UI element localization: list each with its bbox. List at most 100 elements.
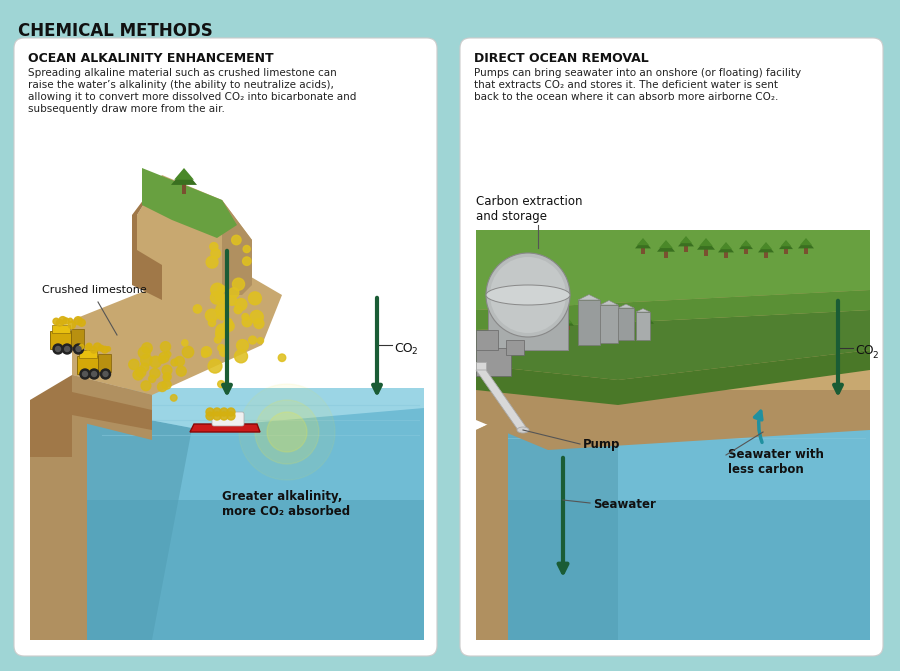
Text: Seawater: Seawater [593, 498, 656, 511]
Circle shape [106, 347, 111, 351]
Polygon shape [637, 238, 649, 245]
Circle shape [63, 318, 69, 324]
Circle shape [92, 372, 96, 376]
Polygon shape [583, 320, 593, 326]
Circle shape [182, 340, 188, 346]
Polygon shape [720, 242, 732, 249]
Circle shape [218, 380, 225, 388]
Polygon shape [476, 390, 870, 450]
Circle shape [158, 382, 167, 392]
Circle shape [159, 352, 169, 362]
Circle shape [248, 336, 256, 344]
Polygon shape [541, 315, 555, 324]
Polygon shape [784, 248, 788, 254]
Circle shape [162, 380, 171, 389]
Circle shape [208, 359, 222, 373]
Polygon shape [764, 252, 768, 258]
Polygon shape [798, 239, 814, 248]
Polygon shape [578, 295, 600, 300]
Circle shape [239, 384, 335, 480]
Circle shape [278, 354, 285, 362]
Polygon shape [636, 312, 650, 340]
Circle shape [216, 329, 226, 339]
Text: Crushed limestone: Crushed limestone [42, 285, 147, 295]
Polygon shape [744, 248, 748, 254]
Polygon shape [87, 500, 424, 640]
Circle shape [83, 372, 87, 376]
Circle shape [205, 309, 218, 321]
Polygon shape [780, 240, 791, 246]
Circle shape [218, 344, 225, 352]
Text: back to the ocean where it can absorb more airborne CO₂.: back to the ocean where it can absorb mo… [474, 92, 778, 102]
Circle shape [141, 381, 151, 391]
Circle shape [53, 344, 63, 354]
Circle shape [220, 294, 230, 303]
Circle shape [237, 340, 248, 352]
Text: CO: CO [394, 342, 412, 354]
Polygon shape [684, 246, 688, 252]
Circle shape [175, 356, 184, 366]
Circle shape [213, 412, 221, 420]
Circle shape [220, 408, 228, 416]
Text: that extracts CO₂ and stores it. The deficient water is sent: that extracts CO₂ and stores it. The def… [474, 80, 778, 90]
Polygon shape [779, 241, 793, 249]
Circle shape [214, 336, 221, 343]
Circle shape [255, 400, 319, 464]
Polygon shape [72, 375, 152, 410]
Polygon shape [476, 350, 870, 405]
Circle shape [94, 343, 102, 351]
Circle shape [176, 366, 186, 376]
Circle shape [202, 351, 208, 357]
Polygon shape [476, 348, 511, 376]
Text: CO: CO [855, 344, 874, 358]
Polygon shape [142, 168, 237, 238]
Circle shape [65, 346, 69, 352]
Polygon shape [680, 236, 692, 243]
Polygon shape [642, 317, 654, 324]
Polygon shape [543, 315, 553, 321]
Circle shape [232, 278, 245, 291]
Circle shape [211, 283, 224, 297]
Polygon shape [641, 248, 645, 254]
Polygon shape [476, 230, 870, 310]
Circle shape [250, 311, 264, 323]
Circle shape [165, 352, 171, 357]
Polygon shape [71, 329, 85, 347]
Circle shape [58, 317, 67, 325]
Circle shape [194, 305, 202, 313]
Circle shape [215, 293, 223, 301]
Circle shape [257, 338, 264, 344]
Polygon shape [644, 316, 652, 321]
Circle shape [53, 318, 59, 325]
Circle shape [216, 303, 229, 317]
Circle shape [229, 288, 238, 298]
Polygon shape [30, 375, 72, 457]
Polygon shape [476, 362, 486, 370]
Circle shape [209, 319, 216, 326]
Circle shape [133, 370, 143, 380]
Polygon shape [77, 356, 98, 374]
Polygon shape [50, 331, 71, 349]
Circle shape [139, 347, 150, 359]
Polygon shape [760, 242, 772, 249]
Circle shape [56, 346, 60, 352]
Polygon shape [190, 424, 260, 432]
Polygon shape [30, 408, 424, 455]
Text: allowing it to convert more dissolved CO₂ into bicarbonate and: allowing it to convert more dissolved CO… [28, 92, 356, 102]
FancyBboxPatch shape [460, 38, 883, 656]
Circle shape [103, 372, 108, 376]
Circle shape [160, 342, 171, 352]
Polygon shape [182, 184, 186, 194]
Circle shape [158, 356, 166, 363]
Polygon shape [741, 240, 751, 246]
Polygon shape [636, 309, 650, 312]
Polygon shape [804, 248, 808, 254]
Polygon shape [132, 175, 252, 310]
Circle shape [79, 344, 84, 349]
Circle shape [183, 346, 194, 358]
Circle shape [80, 369, 90, 379]
Circle shape [164, 374, 169, 380]
Polygon shape [476, 230, 870, 390]
Circle shape [235, 350, 248, 363]
Circle shape [243, 257, 251, 266]
